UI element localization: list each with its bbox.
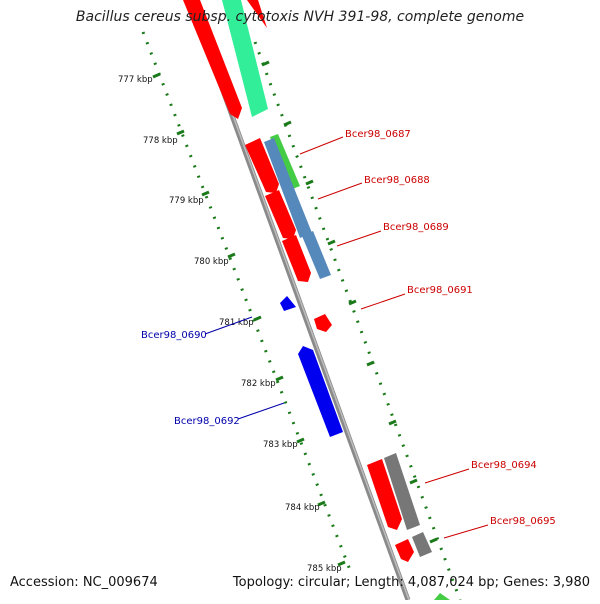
cds-arrow bbox=[265, 190, 296, 239]
cds-arrow bbox=[245, 138, 279, 193]
feature-blue-block bbox=[264, 138, 312, 238]
gene-label-bcer98-0687[interactable]: Bcer98_0687 bbox=[345, 129, 411, 140]
tick-label: 780 kbp bbox=[194, 257, 229, 267]
gene-label-bcer98-0688[interactable]: Bcer98_0688 bbox=[364, 175, 430, 186]
map-title: Bacillus cereus subsp. cytotoxis NVH 391… bbox=[75, 9, 525, 25]
tick-label: 783 kbp bbox=[263, 440, 298, 450]
label-leader bbox=[424, 468, 470, 484]
feature-gray-block bbox=[412, 532, 432, 557]
tick-label: 784 kbp bbox=[285, 503, 320, 513]
label-leader bbox=[237, 402, 285, 420]
cds-arrow bbox=[282, 235, 311, 282]
gene-label-bcer98-0691[interactable]: Bcer98_0691 bbox=[407, 285, 473, 296]
feature-blue-block bbox=[302, 231, 331, 279]
gene-label-bcer98-0695[interactable]: Bcer98_0695 bbox=[490, 516, 556, 527]
tick bbox=[388, 419, 397, 426]
cds-arrow bbox=[395, 539, 414, 562]
cds-arrow bbox=[280, 296, 296, 311]
tick bbox=[305, 179, 314, 186]
inner-major-ticks bbox=[152, 72, 346, 567]
gene-label-bcer98-0690[interactable]: Bcer98_0690 bbox=[141, 330, 207, 341]
outer-dotted-guide bbox=[253, 41, 462, 601]
inner-dotted-guide bbox=[141, 31, 352, 571]
label-leader bbox=[204, 316, 253, 335]
tick bbox=[283, 120, 292, 127]
reverse-gene-labels bbox=[204, 316, 285, 420]
tick bbox=[429, 537, 438, 544]
cds-arrow bbox=[367, 459, 402, 530]
cds-arrow bbox=[298, 346, 343, 437]
tick bbox=[337, 560, 346, 567]
tick-label: 778 kbp bbox=[143, 136, 178, 146]
gene-label-bcer98-0692[interactable]: Bcer98_0692 bbox=[174, 416, 240, 427]
tick bbox=[201, 190, 210, 197]
forward-gene-labels bbox=[299, 136, 489, 539]
tick bbox=[176, 129, 185, 136]
topology-label: Topology: circular; Length: 4,087,024 bp… bbox=[232, 575, 590, 590]
reverse-cds-group bbox=[280, 296, 343, 437]
gene-label-bcer98-0694[interactable]: Bcer98_0694 bbox=[471, 460, 537, 471]
label-leader bbox=[360, 293, 406, 310]
label-leader bbox=[317, 182, 363, 200]
tick-label: 782 kbp bbox=[241, 379, 276, 389]
tick bbox=[317, 500, 326, 507]
cds-arrow bbox=[183, 0, 242, 119]
tick bbox=[275, 375, 284, 382]
cds-arrow bbox=[314, 314, 332, 332]
forward-cds-group bbox=[183, 0, 414, 562]
tick-label: 785 kbp bbox=[307, 564, 342, 574]
tick bbox=[327, 239, 336, 246]
tick bbox=[348, 299, 357, 306]
accession-label: Accession: NC_009674 bbox=[10, 575, 158, 590]
gene-label-bcer98-0689[interactable]: Bcer98_0689 bbox=[383, 222, 449, 233]
tick-label: 779 kbp bbox=[169, 196, 204, 206]
label-leader bbox=[299, 136, 344, 155]
tick bbox=[261, 60, 270, 67]
label-leader bbox=[443, 524, 489, 539]
feature-teal-block bbox=[222, 0, 268, 117]
feature-gray-block bbox=[384, 453, 420, 530]
cds-arrow bbox=[247, 0, 267, 28]
label-leader bbox=[336, 230, 382, 247]
tick bbox=[152, 72, 161, 79]
feature-green-bottom bbox=[434, 593, 450, 600]
tick bbox=[227, 252, 236, 259]
tick-label: 777 kbp bbox=[118, 75, 153, 85]
outer-major-ticks bbox=[261, 60, 438, 544]
tick bbox=[296, 437, 305, 444]
tick bbox=[253, 315, 262, 322]
tick bbox=[366, 360, 375, 367]
tick bbox=[409, 478, 418, 485]
